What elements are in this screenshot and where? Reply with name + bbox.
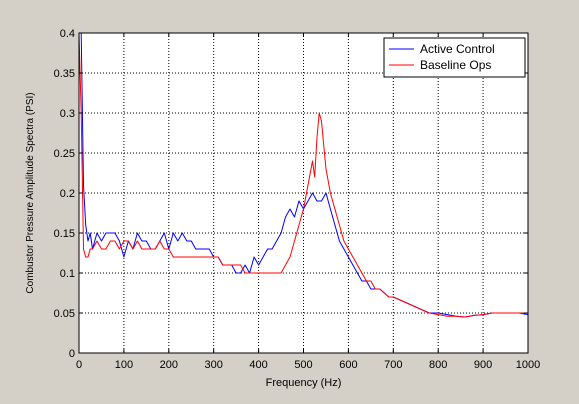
x-tick-label: 700 [384, 359, 402, 371]
x-axis-label: Frequency (Hz) [266, 377, 342, 389]
grid-lines [79, 33, 528, 353]
y-axis-label: Combustor Pressure Amplitude Spectra (PS… [25, 92, 36, 293]
x-ticks: 0 100 200 300 400 500 600 700 800 900 1000 [76, 33, 540, 371]
y-tick-label: 0.4 [60, 28, 75, 40]
series-lines [78, 32, 529, 318]
legend-label-active-control: Active Control [420, 42, 495, 56]
y-tick-label: 0.35 [54, 68, 75, 80]
x-tick-label: 200 [160, 359, 178, 371]
series-line-baseline-ops [78, 32, 528, 318]
x-tick-label: 0 [76, 359, 82, 371]
y-tick-label: 0.05 [54, 308, 75, 320]
y-tick-label: 0.1 [60, 268, 75, 280]
y-tick-label: 0.25 [54, 148, 75, 160]
x-tick-label: 600 [339, 359, 357, 371]
x-tick-label: 400 [249, 359, 267, 371]
x-tick-label: 900 [474, 359, 492, 371]
y-tick-label: 0.15 [54, 228, 75, 240]
legend: Active Control Baseline Ops [383, 37, 526, 78]
legend-label-baseline-ops: Baseline Ops [420, 58, 491, 72]
x-tick-label: 300 [205, 359, 223, 371]
x-tick-label: 500 [294, 359, 312, 371]
x-tick-label: 1000 [516, 359, 540, 371]
y-tick-label: 0.2 [60, 188, 75, 200]
legend-box [383, 37, 526, 78]
x-tick-label: 800 [429, 359, 447, 371]
y-tick-label: 0 [69, 348, 75, 360]
y-tick-label: 0.3 [60, 108, 75, 120]
x-tick-label: 100 [115, 359, 133, 371]
